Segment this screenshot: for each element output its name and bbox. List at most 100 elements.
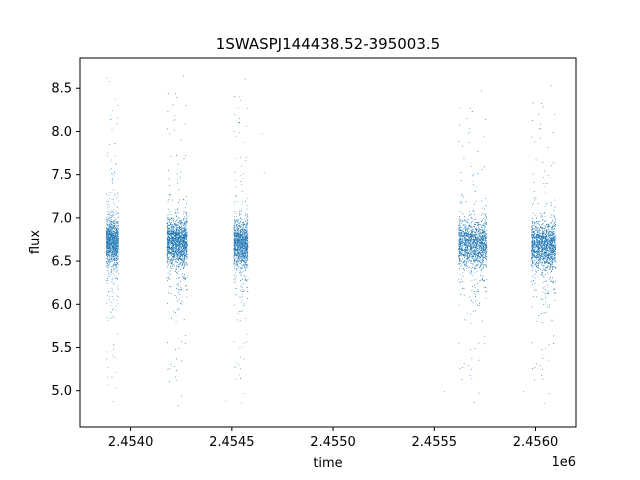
data-point: [175, 259, 177, 261]
data-point: [171, 240, 173, 241]
data-point: [117, 117, 119, 119]
data-point: [186, 257, 188, 259]
data-point: [106, 242, 108, 244]
data-point: [181, 249, 183, 251]
data-point: [184, 245, 186, 247]
data-point: [106, 219, 108, 220]
data-point: [107, 250, 108, 251]
data-point: [236, 230, 238, 232]
data-point: [172, 230, 174, 232]
data-point: [111, 266, 113, 268]
data-point: [235, 268, 237, 269]
data-point: [106, 256, 108, 257]
data-point: [108, 230, 109, 232]
data-point: [244, 261, 245, 263]
data-point: [168, 292, 169, 294]
data-point: [178, 250, 180, 251]
data-point: [247, 251, 248, 253]
data-point: [170, 218, 172, 219]
data-point: [242, 268, 243, 269]
data-point: [114, 143, 116, 144]
data-point: [181, 240, 183, 242]
data-point: [177, 209, 178, 211]
data-point: [174, 257, 176, 258]
data-point: [112, 231, 114, 233]
data-point: [175, 268, 177, 270]
data-point: [233, 131, 235, 132]
data-point: [236, 239, 238, 240]
data-point: [111, 270, 112, 272]
data-point: [247, 214, 248, 216]
data-point: [111, 278, 113, 280]
data-point: [171, 259, 173, 261]
data-point: [174, 244, 176, 245]
data-point: [106, 234, 107, 236]
data-point: [114, 236, 115, 238]
data-point: [235, 254, 237, 255]
data-point: [109, 226, 111, 227]
data-point: [109, 231, 111, 233]
data-point: [247, 244, 248, 246]
data-point: [176, 284, 178, 285]
data-point: [242, 250, 243, 252]
data-point: [237, 252, 239, 254]
data-point: [111, 219, 113, 220]
data-point: [167, 231, 169, 233]
data-point: [184, 255, 186, 257]
data-point: [114, 247, 115, 248]
data-point: [114, 225, 116, 227]
data-point: [116, 229, 117, 231]
data-point: [246, 238, 247, 240]
data-point: [171, 226, 173, 228]
data-point: [182, 244, 184, 245]
data-point: [241, 250, 243, 252]
data-point: [244, 252, 246, 253]
data-point: [178, 245, 180, 246]
data-point: [170, 230, 172, 232]
data-point: [107, 280, 108, 281]
data-point: [179, 251, 180, 253]
data-point: [184, 246, 186, 248]
data-point: [186, 289, 188, 290]
data-point: [114, 240, 116, 242]
data-point: [116, 233, 118, 235]
data-point: [111, 237, 113, 238]
data-point: [169, 241, 170, 243]
data-point: [112, 265, 114, 267]
data-point: [110, 119, 111, 121]
data-point: [242, 241, 244, 243]
data-point: [168, 248, 170, 250]
data-point: [167, 237, 169, 239]
data-point: [106, 231, 107, 233]
data-point: [113, 268, 114, 270]
data-point: [167, 257, 169, 259]
data-point: [182, 227, 184, 229]
data-point: [109, 250, 110, 252]
data-point: [238, 267, 240, 268]
data-point: [234, 252, 235, 254]
data-point: [111, 296, 113, 297]
data-point: [109, 261, 111, 263]
data-point: [182, 222, 183, 224]
data-point: [245, 212, 247, 214]
data-point: [110, 225, 112, 227]
data-point: [116, 244, 118, 245]
data-point: [183, 237, 185, 239]
data-point: [113, 240, 115, 242]
data-point: [110, 259, 112, 261]
data-point: [243, 241, 245, 243]
data-point: [238, 255, 240, 257]
data-point: [184, 248, 186, 250]
data-point: [115, 309, 116, 311]
data-point: [234, 244, 236, 246]
data-point: [184, 244, 186, 246]
data-point: [170, 223, 172, 225]
data-point: [175, 223, 176, 225]
data-point: [183, 266, 185, 268]
data-point: [177, 182, 178, 184]
data-point: [107, 256, 109, 257]
data-point: [106, 255, 108, 256]
data-point: [112, 309, 113, 311]
data-point: [245, 255, 247, 256]
data-point: [177, 257, 179, 259]
